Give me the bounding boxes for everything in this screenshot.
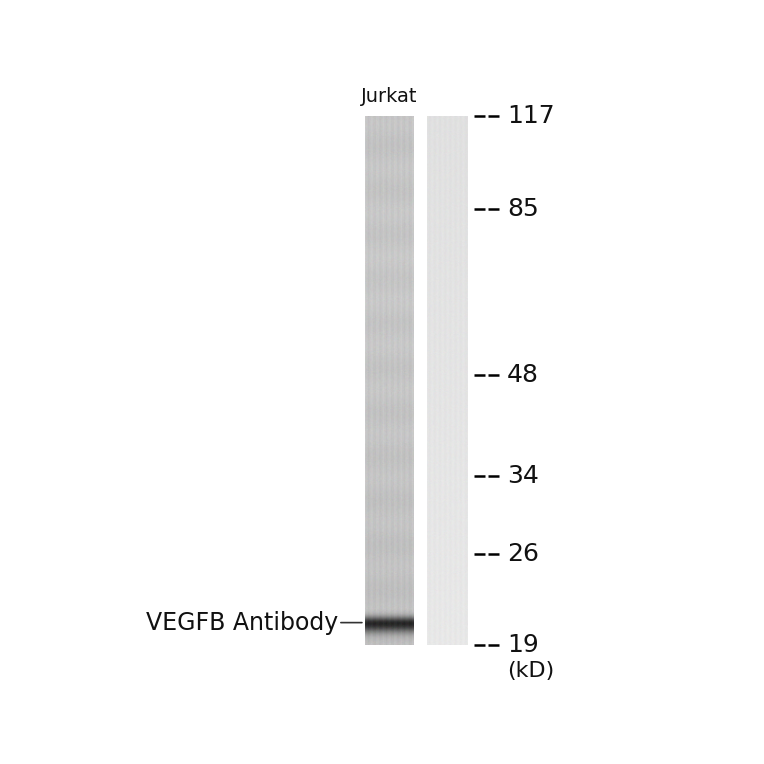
- Text: 26: 26: [507, 542, 539, 565]
- Text: 34: 34: [507, 464, 539, 487]
- Text: 48: 48: [507, 364, 539, 387]
- Text: 85: 85: [507, 197, 539, 222]
- Text: 117: 117: [507, 105, 555, 128]
- Text: Jurkat: Jurkat: [361, 87, 417, 105]
- Text: VEGFB Antibody: VEGFB Antibody: [146, 610, 362, 635]
- Text: 19: 19: [507, 633, 539, 657]
- Text: (kD): (kD): [507, 661, 554, 681]
